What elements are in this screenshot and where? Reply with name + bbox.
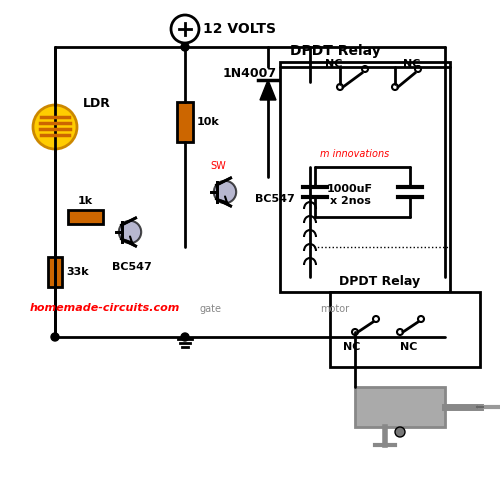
Text: NC: NC xyxy=(343,342,360,352)
Text: DPDT Relay: DPDT Relay xyxy=(340,275,420,288)
Text: DPDT Relay: DPDT Relay xyxy=(290,44,381,58)
Circle shape xyxy=(119,221,141,243)
Text: homemade-circuits.com: homemade-circuits.com xyxy=(30,303,180,313)
Text: NC: NC xyxy=(400,342,417,352)
Text: 12 VOLTS: 12 VOLTS xyxy=(203,22,276,36)
Text: 1N4007: 1N4007 xyxy=(223,67,277,80)
FancyBboxPatch shape xyxy=(355,387,445,427)
Text: BC547: BC547 xyxy=(112,262,152,272)
Text: NC: NC xyxy=(325,59,342,69)
FancyBboxPatch shape xyxy=(280,62,450,292)
Text: LDR: LDR xyxy=(83,97,111,110)
Text: gate: gate xyxy=(200,304,222,314)
Text: NC: NC xyxy=(403,59,420,69)
Text: 1000uF
x 2nos: 1000uF x 2nos xyxy=(327,184,373,206)
Circle shape xyxy=(395,427,405,437)
FancyBboxPatch shape xyxy=(68,210,102,224)
Text: 10k: 10k xyxy=(197,117,220,127)
Text: m innovations: m innovations xyxy=(320,149,389,159)
Text: 33k: 33k xyxy=(66,267,88,277)
Text: BC547: BC547 xyxy=(255,194,295,204)
FancyBboxPatch shape xyxy=(330,292,480,367)
FancyBboxPatch shape xyxy=(48,257,62,287)
Circle shape xyxy=(214,181,236,203)
Circle shape xyxy=(51,333,59,341)
Circle shape xyxy=(181,43,189,51)
Text: 1k: 1k xyxy=(78,196,92,206)
FancyBboxPatch shape xyxy=(177,102,193,142)
Circle shape xyxy=(181,333,189,341)
Text: motor: motor xyxy=(320,304,349,314)
Circle shape xyxy=(33,105,77,149)
Text: SW: SW xyxy=(210,161,226,171)
Polygon shape xyxy=(260,80,276,100)
